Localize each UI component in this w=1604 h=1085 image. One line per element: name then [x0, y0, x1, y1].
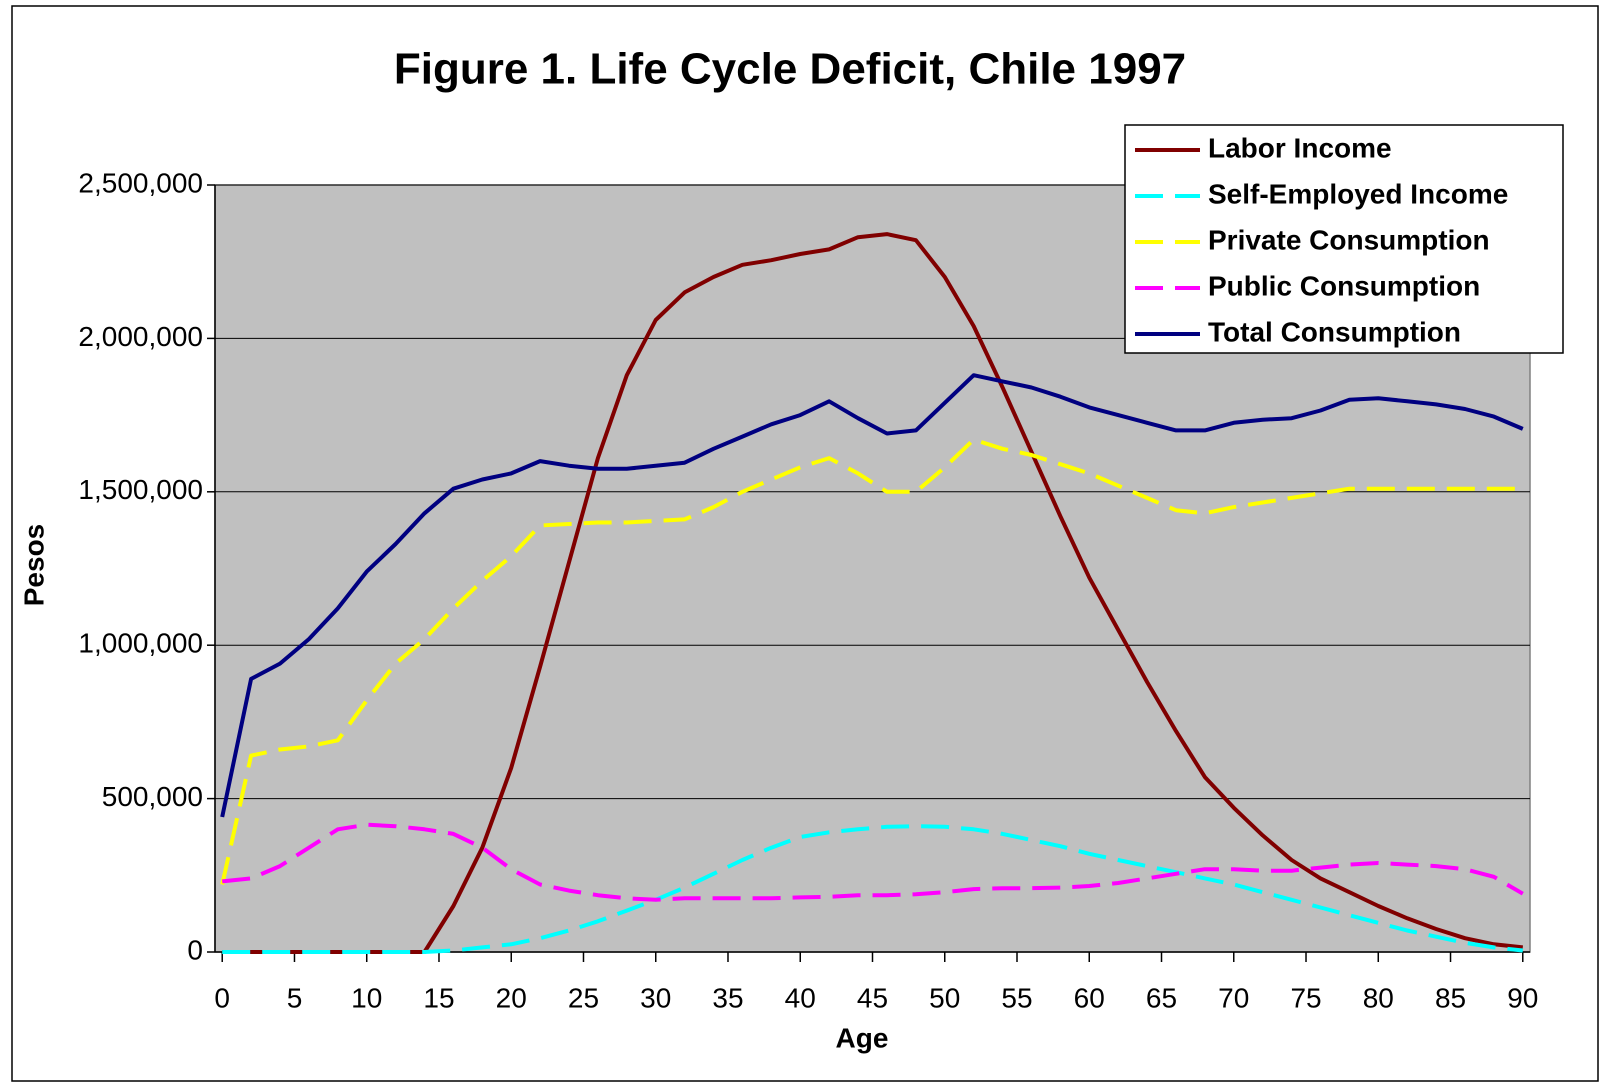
x-tick-label: 30	[640, 982, 671, 1013]
x-tick-label: 35	[712, 982, 743, 1013]
series-line	[222, 824, 1524, 954]
legend-label: Private Consumption	[1208, 224, 1490, 255]
y-tick-label: 500,000	[102, 781, 203, 812]
series-line	[220, 437, 1523, 885]
x-axis-title: Age	[836, 1022, 889, 1053]
x-tick-label: 5	[287, 982, 303, 1013]
x-tick-label: 80	[1363, 982, 1394, 1013]
x-tick-label: 85	[1435, 982, 1466, 1013]
legend: Labor Income Self-Employed Income Private …	[1124, 124, 1564, 354]
x-tick-label: 40	[785, 982, 816, 1013]
x-tick-label: 45	[857, 982, 888, 1013]
legend-label: Public Consumption	[1208, 270, 1480, 301]
x-tick-label: 15	[423, 982, 454, 1013]
y-tick-label: 0	[187, 934, 203, 965]
x-tick-label: 50	[929, 982, 960, 1013]
legend-label: Total Consumption	[1208, 316, 1461, 347]
chart-title: Figure 1. Life Cycle Deficit, Chile 1997	[394, 45, 1186, 94]
x-tick-label: 75	[1290, 982, 1321, 1013]
x-tick-label: 90	[1507, 982, 1538, 1013]
y-axis-title: Pesos	[18, 524, 49, 607]
x-tick-label: 55	[1001, 982, 1032, 1013]
x-tick-label: 20	[496, 982, 527, 1013]
series-line	[220, 373, 1524, 818]
x-tick-label: 60	[1074, 982, 1105, 1013]
y-tick-label: 2,000,000	[78, 321, 203, 352]
x-tick-label: 10	[351, 982, 382, 1013]
legend-label: Labor Income	[1208, 132, 1392, 163]
y-tick-label: 1,500,000	[78, 474, 203, 505]
x-tick-label: 25	[568, 982, 599, 1013]
x-tick-label: 70	[1218, 982, 1249, 1013]
y-tick-label: 2,500,000	[78, 167, 203, 198]
legend-label: Self-Employed Income	[1208, 178, 1508, 209]
legend-box	[1124, 124, 1564, 354]
series-line	[222, 232, 1524, 954]
x-tick-label: 0	[214, 982, 230, 1013]
x-tick-label: 65	[1146, 982, 1177, 1013]
y-tick-label: 1,000,000	[78, 628, 203, 659]
